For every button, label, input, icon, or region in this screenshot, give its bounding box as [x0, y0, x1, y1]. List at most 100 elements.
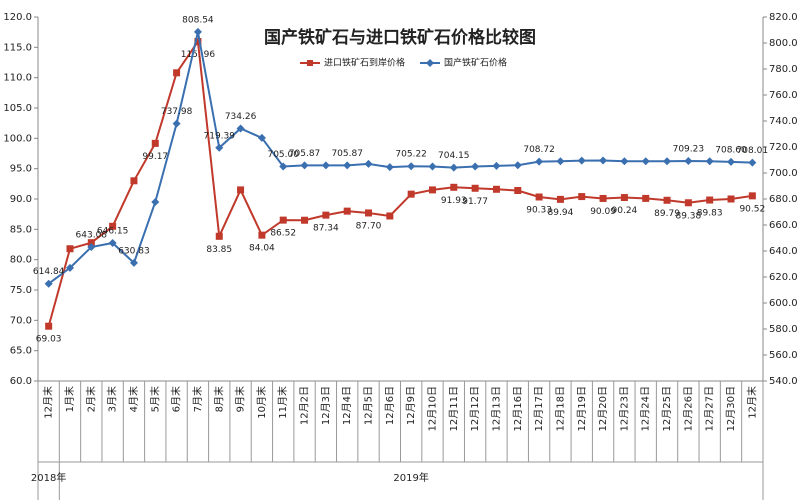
- x-tick-label: 12月10日: [426, 386, 438, 431]
- y2-tick-label: 740.0: [769, 116, 798, 127]
- point: [151, 197, 160, 206]
- data-label: 89.38: [675, 211, 701, 221]
- point: [129, 258, 138, 267]
- x-tick-label: 12月16日: [512, 386, 524, 431]
- data-label: 89.94: [548, 208, 574, 218]
- point: [578, 193, 586, 201]
- y-tick-label: 65.0: [10, 346, 32, 357]
- point: [599, 156, 608, 165]
- point: [748, 158, 757, 167]
- point: [471, 184, 479, 192]
- y-tick-label: 60.0: [10, 376, 32, 387]
- point: [215, 232, 223, 240]
- y-tick-label: 75.0: [10, 285, 32, 296]
- point: [279, 216, 287, 224]
- data-label: 734.26: [225, 112, 257, 122]
- y-tick-label: 70.0: [10, 315, 32, 326]
- point: [109, 222, 117, 230]
- legend-marker: [307, 60, 313, 66]
- x-tick-label: 11月末: [276, 386, 289, 419]
- data-label: 646.15: [97, 227, 129, 237]
- data-label: 83.85: [206, 245, 232, 255]
- x-tick-label: 12月6日: [384, 386, 396, 425]
- x-tick-label: 9月末: [234, 386, 247, 412]
- x-tick-label: 12月3日: [320, 386, 332, 425]
- y2-tick-label: 800.0: [769, 38, 798, 49]
- point: [66, 245, 74, 253]
- y2-tick-label: 720.0: [769, 142, 798, 153]
- data-label: 708.60: [715, 145, 747, 155]
- y2-tick-label: 780.0: [769, 64, 798, 75]
- x-tick-label: 12月27日: [704, 386, 716, 431]
- data-label: 69.03: [36, 335, 62, 345]
- point: [365, 209, 373, 217]
- data-label: 704.15: [438, 151, 470, 161]
- x-tick-label: 4月末: [127, 386, 140, 412]
- y2-tick-label: 620.0: [769, 272, 798, 283]
- x-tick-label: 12月4日: [341, 386, 353, 425]
- y-tick-label: 90.0: [10, 194, 32, 205]
- point: [300, 161, 309, 170]
- data-label: 708.01: [737, 146, 769, 156]
- y2-tick-label: 600.0: [769, 298, 798, 309]
- data-label: 91.77: [462, 197, 488, 207]
- point: [237, 186, 245, 194]
- y-tick-label: 95.0: [10, 164, 32, 175]
- data-label: 90.24: [612, 206, 638, 216]
- x-tick-label: 12月19日: [576, 386, 588, 431]
- point: [87, 239, 95, 247]
- x-tick-label: 12月26日: [682, 386, 694, 431]
- x-tick-label: 12月24日: [640, 386, 652, 431]
- y-tick-label: 100.0: [3, 133, 32, 144]
- y2-tick-label: 640.0: [769, 246, 798, 257]
- point: [130, 177, 138, 185]
- data-label: 89.83: [697, 209, 723, 219]
- point: [577, 156, 586, 165]
- x-tick-label: 12月13日: [490, 386, 502, 431]
- point: [45, 322, 53, 330]
- point: [44, 279, 53, 288]
- y-tick-label: 85.0: [10, 224, 32, 235]
- point: [599, 194, 607, 202]
- point: [215, 143, 224, 152]
- point: [663, 157, 672, 166]
- data-label: 708.72: [523, 145, 555, 155]
- point: [727, 195, 735, 203]
- y2-tick-label: 700.0: [769, 168, 798, 179]
- point: [257, 133, 266, 142]
- x-tick-label: 5月末: [148, 386, 161, 412]
- point: [428, 162, 437, 171]
- point: [386, 212, 394, 220]
- y2-tick-label: 820.0: [769, 12, 798, 23]
- x-tick-label: 3月末: [106, 386, 119, 412]
- point: [492, 185, 500, 193]
- y-tick-label: 105.0: [3, 103, 32, 114]
- point: [258, 231, 266, 239]
- point: [684, 157, 693, 166]
- point: [642, 194, 650, 202]
- y2-tick-label: 580.0: [769, 324, 798, 335]
- point: [193, 27, 202, 36]
- data-label: 90.52: [739, 204, 765, 214]
- y2-tick-label: 540.0: [769, 376, 798, 387]
- x-tick-label: 12月18日: [554, 386, 566, 431]
- point: [87, 242, 96, 251]
- x-tick-label: 12月20日: [597, 386, 609, 431]
- point: [428, 186, 436, 194]
- point: [620, 194, 628, 202]
- point: [173, 69, 181, 77]
- x-tick-label: 12月17日: [533, 386, 545, 431]
- data-label: 643.08: [76, 230, 108, 240]
- point: [364, 159, 373, 168]
- point: [663, 196, 671, 204]
- data-label: 91.93: [441, 196, 467, 206]
- point: [727, 157, 736, 166]
- x-tick-label: 6月末: [170, 386, 183, 412]
- point: [556, 195, 564, 203]
- x-tick-label: 12月12日: [469, 386, 481, 431]
- data-label: 99.17: [142, 152, 168, 162]
- data-label: 709.23: [673, 145, 705, 155]
- chart-title: 国产铁矿石与进口铁矿石价格比较图: [264, 27, 536, 48]
- y2-tick-label: 660.0: [769, 220, 798, 231]
- data-label: 86.52: [270, 229, 296, 239]
